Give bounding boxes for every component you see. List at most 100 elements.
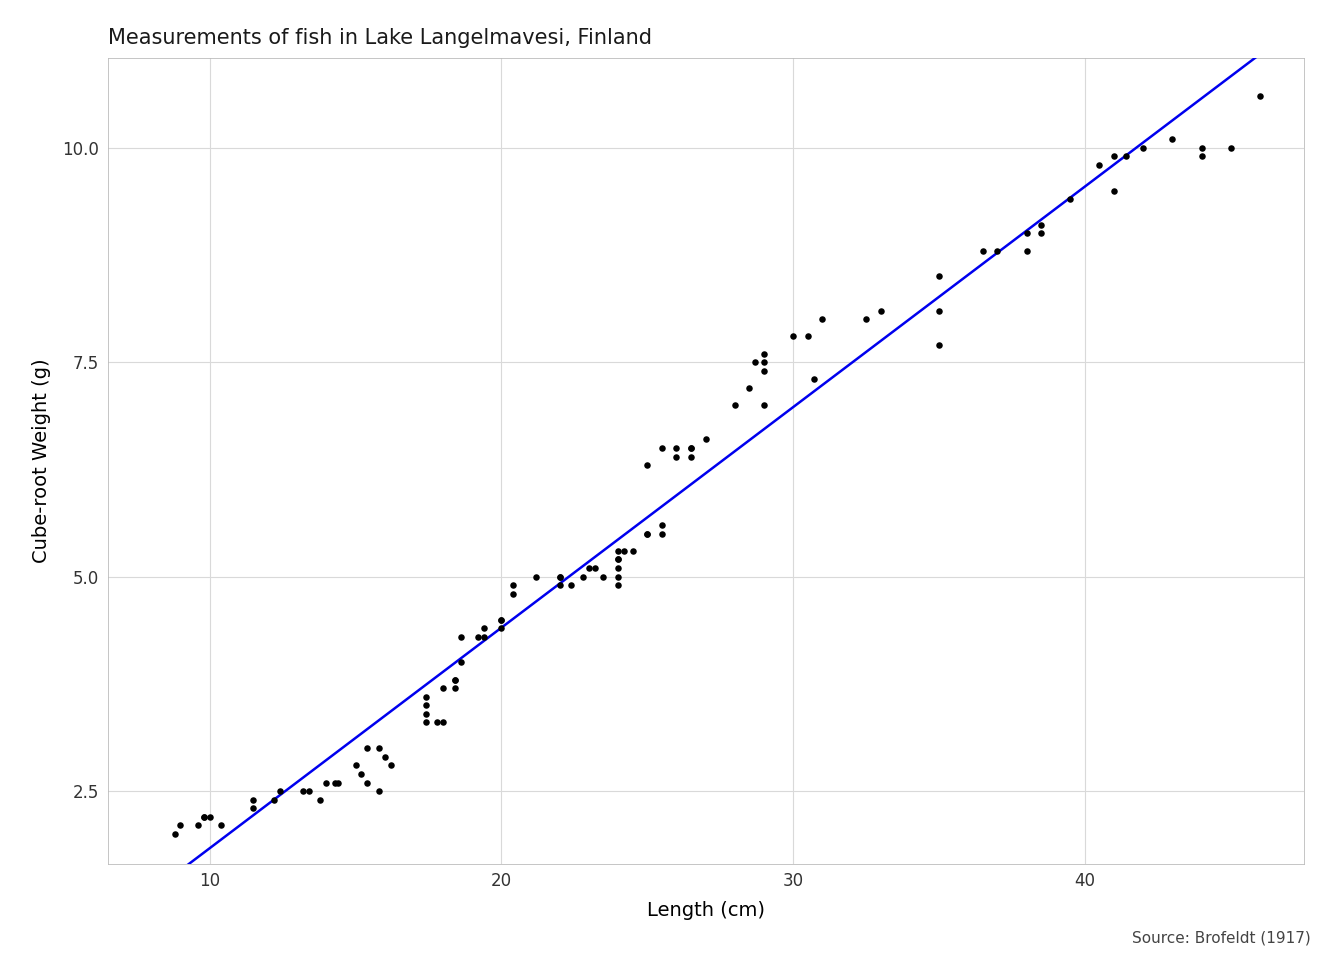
- Point: [415, 715, 437, 731]
- Point: [929, 303, 950, 319]
- Point: [548, 569, 570, 585]
- Point: [1133, 140, 1154, 156]
- Point: [695, 432, 716, 447]
- Point: [680, 449, 702, 465]
- Point: [316, 775, 337, 790]
- Point: [356, 775, 378, 790]
- Text: Measurements of fish in Lake Langelmavesi, Finland: Measurements of fish in Lake Langelmaves…: [108, 28, 652, 48]
- Point: [1059, 191, 1081, 206]
- Point: [573, 569, 594, 585]
- Point: [1249, 88, 1270, 104]
- Point: [753, 346, 774, 361]
- Point: [368, 783, 390, 799]
- Point: [1016, 243, 1038, 258]
- Point: [468, 629, 489, 644]
- Point: [1191, 140, 1212, 156]
- Point: [503, 578, 524, 593]
- Point: [473, 620, 495, 636]
- Point: [637, 526, 659, 541]
- Point: [622, 543, 644, 559]
- Point: [548, 578, 570, 593]
- Point: [380, 757, 402, 773]
- Point: [812, 312, 833, 327]
- Point: [298, 783, 320, 799]
- Point: [680, 441, 702, 456]
- Point: [637, 526, 659, 541]
- Point: [199, 809, 220, 825]
- Point: [356, 740, 378, 756]
- Point: [345, 757, 367, 773]
- Point: [637, 457, 659, 472]
- Point: [491, 620, 512, 636]
- Point: [753, 354, 774, 370]
- Point: [194, 809, 215, 825]
- Point: [211, 818, 233, 833]
- Point: [607, 561, 629, 576]
- Point: [929, 269, 950, 284]
- Point: [415, 689, 437, 705]
- Point: [415, 707, 437, 722]
- Point: [426, 715, 448, 731]
- Point: [368, 740, 390, 756]
- Point: [269, 783, 290, 799]
- Point: [292, 783, 313, 799]
- Point: [187, 818, 208, 833]
- Point: [855, 312, 876, 327]
- Text: Source: Brofeldt (1917): Source: Brofeldt (1917): [1132, 930, 1310, 946]
- Point: [986, 243, 1008, 258]
- Point: [309, 792, 331, 807]
- Point: [491, 612, 512, 627]
- Point: [1031, 217, 1052, 232]
- Point: [613, 543, 634, 559]
- Point: [473, 629, 495, 644]
- X-axis label: Length (cm): Length (cm): [646, 901, 765, 921]
- Point: [665, 441, 687, 456]
- Point: [324, 775, 345, 790]
- Point: [548, 569, 570, 585]
- Point: [374, 749, 395, 764]
- Point: [1103, 183, 1125, 199]
- Point: [578, 561, 599, 576]
- Point: [585, 561, 606, 576]
- Point: [450, 655, 472, 670]
- Point: [169, 818, 191, 833]
- Point: [607, 552, 629, 567]
- Point: [650, 441, 672, 456]
- Point: [503, 587, 524, 602]
- Point: [665, 449, 687, 465]
- Point: [607, 569, 629, 585]
- Point: [607, 552, 629, 567]
- Point: [724, 397, 746, 413]
- Point: [351, 766, 372, 781]
- Point: [680, 441, 702, 456]
- Point: [593, 569, 614, 585]
- Point: [1116, 149, 1137, 164]
- Point: [560, 578, 582, 593]
- Point: [753, 363, 774, 378]
- Point: [1161, 132, 1183, 147]
- Point: [491, 612, 512, 627]
- Point: [444, 672, 465, 687]
- Point: [1031, 226, 1052, 241]
- Point: [194, 809, 215, 825]
- Point: [972, 243, 993, 258]
- Point: [745, 354, 766, 370]
- Point: [450, 629, 472, 644]
- Point: [263, 792, 285, 807]
- Point: [1016, 226, 1038, 241]
- Point: [753, 397, 774, 413]
- Point: [444, 672, 465, 687]
- Point: [1220, 140, 1242, 156]
- Point: [739, 380, 761, 396]
- Point: [929, 337, 950, 352]
- Point: [444, 681, 465, 696]
- Point: [870, 303, 891, 319]
- Point: [433, 681, 454, 696]
- Point: [526, 569, 547, 585]
- Point: [797, 328, 818, 344]
- Point: [650, 517, 672, 533]
- Point: [802, 372, 824, 387]
- Point: [243, 801, 265, 816]
- Point: [164, 827, 185, 842]
- Point: [1089, 157, 1110, 173]
